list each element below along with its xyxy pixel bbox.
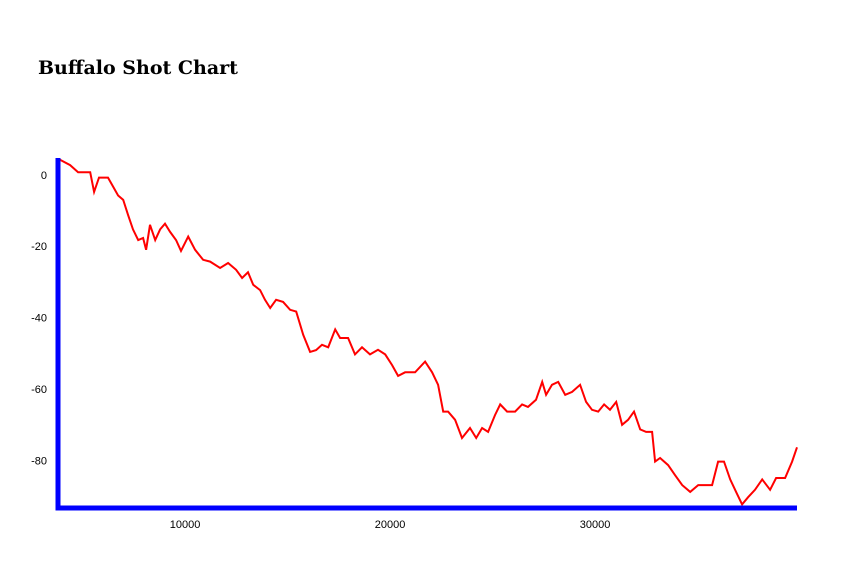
chart-title: Buffalo Shot Chart — [38, 57, 238, 79]
y-tick-label: -20 — [31, 241, 47, 253]
y-tick-label: -60 — [31, 384, 47, 396]
y-tick-label: 0 — [41, 170, 47, 182]
y-tick-label: -40 — [31, 313, 47, 325]
x-tick-label: 20000 — [375, 519, 406, 531]
x-tick-label: 30000 — [580, 519, 611, 531]
y-tick-label: -80 — [31, 455, 47, 467]
x-tick-label: 10000 — [170, 519, 201, 531]
data-line — [59, 158, 798, 507]
